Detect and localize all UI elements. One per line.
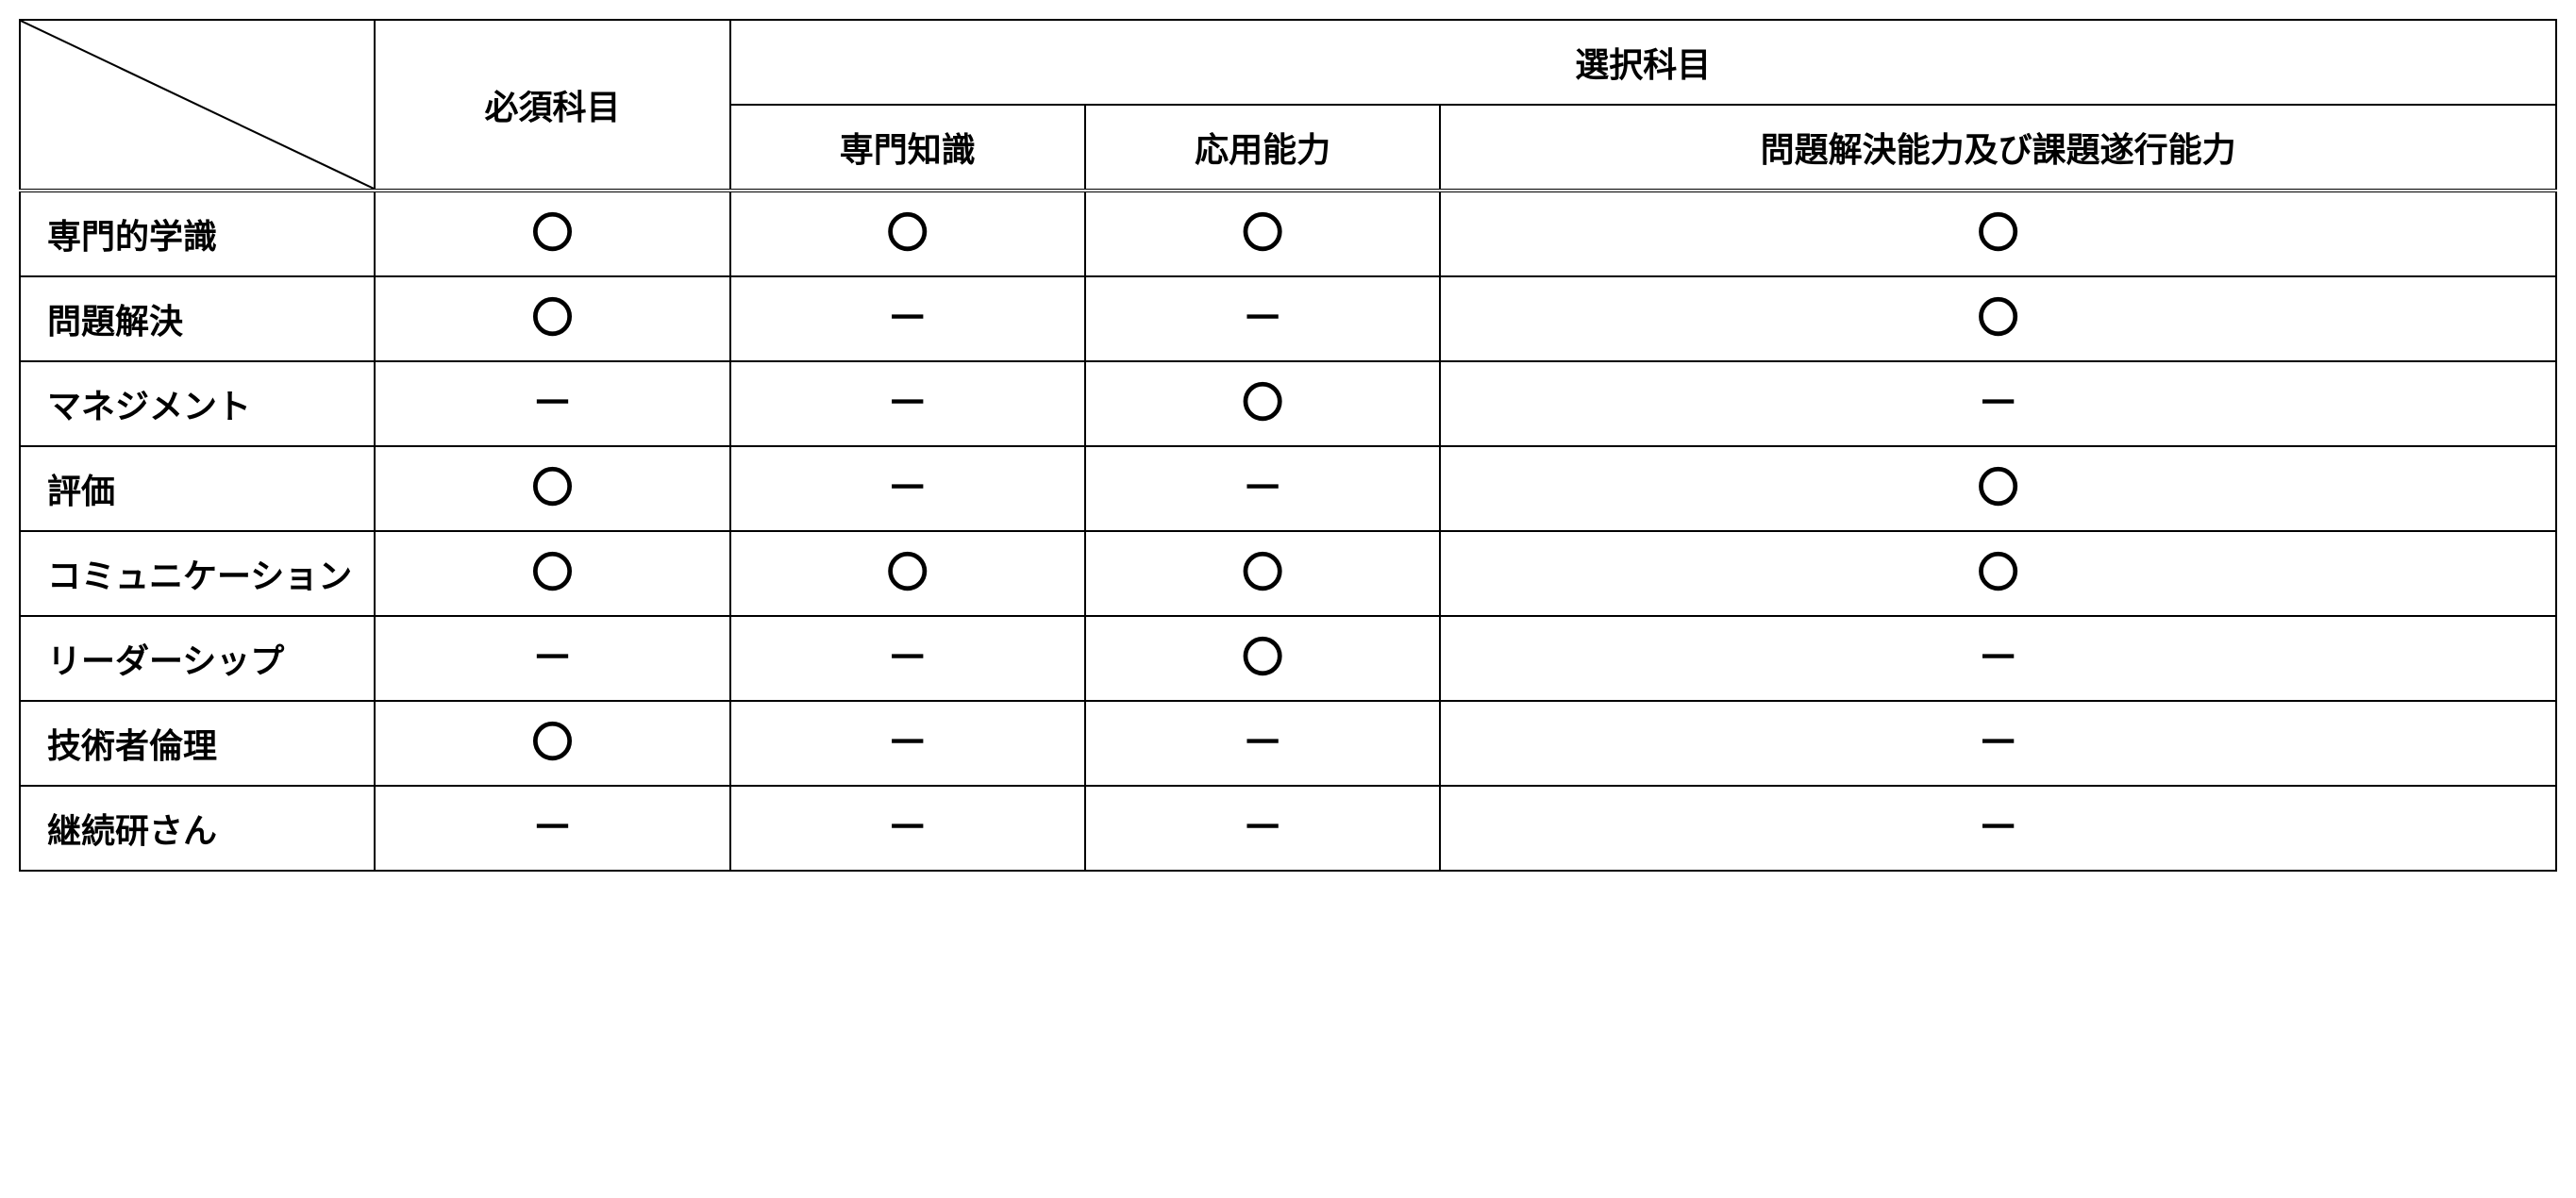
cell-sub-2: － — [1440, 701, 2556, 786]
cell-sub-0: 〇 — [730, 531, 1085, 616]
cell-required: － — [375, 786, 729, 871]
table-row: 専門的学識 〇 〇 〇 〇 — [20, 191, 2556, 276]
cell-sub-1: － — [1085, 786, 1440, 871]
cell-sub-1: － — [1085, 276, 1440, 361]
cell-sub-2: － — [1440, 361, 2556, 446]
table-row: 技術者倫理 〇 － － － — [20, 701, 2556, 786]
cell-required: 〇 — [375, 276, 729, 361]
competency-table: 必須科目 選択科目 専門知識 応用能力 問題解決能力及び課題遂行能力 専門的学識… — [19, 19, 2557, 872]
cell-sub-1: － — [1085, 701, 1440, 786]
cell-sub-1: 〇 — [1085, 361, 1440, 446]
cell-sub-0: － — [730, 446, 1085, 531]
cell-sub-2: 〇 — [1440, 446, 2556, 531]
header-elective-sub-0: 専門知識 — [730, 105, 1085, 191]
table-row: 評価 〇 － － 〇 — [20, 446, 2556, 531]
cell-sub-2: 〇 — [1440, 191, 2556, 276]
cell-required: 〇 — [375, 531, 729, 616]
cell-sub-2: 〇 — [1440, 531, 2556, 616]
cell-sub-1: 〇 — [1085, 531, 1440, 616]
cell-sub-2: － — [1440, 616, 2556, 701]
table-row: リーダーシップ － － 〇 － — [20, 616, 2556, 701]
row-label: 技術者倫理 — [20, 701, 375, 786]
cell-sub-2: 〇 — [1440, 276, 2556, 361]
row-label: 問題解決 — [20, 276, 375, 361]
table-row: マネジメント － － 〇 － — [20, 361, 2556, 446]
cell-sub-0: － — [730, 786, 1085, 871]
row-label: マネジメント — [20, 361, 375, 446]
cell-required: 〇 — [375, 446, 729, 531]
cell-sub-0: 〇 — [730, 191, 1085, 276]
table-row: 継続研さん － － － － — [20, 786, 2556, 871]
table-body: 専門的学識 〇 〇 〇 〇 問題解決 〇 － － 〇 マネジメント － － 〇 … — [20, 191, 2556, 871]
row-label: 評価 — [20, 446, 375, 531]
cell-sub-1: － — [1085, 446, 1440, 531]
cell-required: － — [375, 361, 729, 446]
table-row: 問題解決 〇 － － 〇 — [20, 276, 2556, 361]
diagonal-slash-icon — [21, 21, 374, 189]
cell-sub-0: － — [730, 701, 1085, 786]
cell-sub-1: 〇 — [1085, 191, 1440, 276]
cell-sub-0: － — [730, 616, 1085, 701]
cell-sub-0: － — [730, 276, 1085, 361]
cell-sub-1: 〇 — [1085, 616, 1440, 701]
table-row: コミュニケーション 〇 〇 〇 〇 — [20, 531, 2556, 616]
cell-required: 〇 — [375, 191, 729, 276]
cell-required: － — [375, 616, 729, 701]
row-label: コミュニケーション — [20, 531, 375, 616]
header-elective-sub-1: 応用能力 — [1085, 105, 1440, 191]
cell-sub-2: － — [1440, 786, 2556, 871]
header-elective-sub-2: 問題解決能力及び課題遂行能力 — [1440, 105, 2556, 191]
row-label: 継続研さん — [20, 786, 375, 871]
cell-sub-0: － — [730, 361, 1085, 446]
header-required: 必須科目 — [375, 20, 729, 191]
corner-cell — [20, 20, 375, 191]
row-label: 専門的学識 — [20, 191, 375, 276]
header-elective-group: 選択科目 — [730, 20, 2556, 105]
row-label: リーダーシップ — [20, 616, 375, 701]
cell-required: 〇 — [375, 701, 729, 786]
